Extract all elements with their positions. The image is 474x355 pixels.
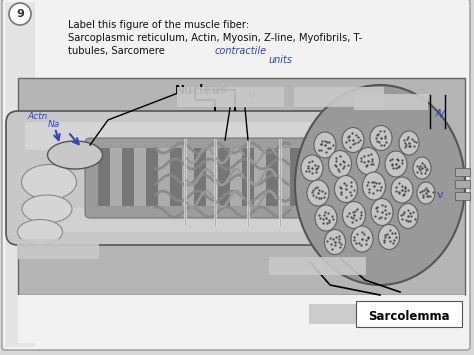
FancyBboxPatch shape: [18, 295, 465, 343]
Text: units: units: [268, 55, 292, 65]
Bar: [230, 148, 242, 206]
Bar: [146, 148, 158, 206]
Ellipse shape: [18, 219, 63, 245]
Bar: [194, 148, 206, 206]
Bar: [170, 148, 182, 206]
FancyBboxPatch shape: [294, 87, 384, 107]
Bar: [455, 180, 470, 188]
FancyBboxPatch shape: [85, 138, 345, 218]
Bar: [278, 148, 290, 206]
Ellipse shape: [399, 131, 419, 155]
Ellipse shape: [47, 141, 102, 169]
Ellipse shape: [385, 151, 407, 177]
Bar: [455, 192, 470, 200]
Bar: [218, 148, 230, 206]
Text: v: v: [249, 90, 255, 100]
Ellipse shape: [363, 172, 385, 200]
FancyBboxPatch shape: [25, 208, 381, 232]
Ellipse shape: [371, 198, 393, 225]
Text: tubules, Sarcomere: tubules, Sarcomere: [68, 46, 165, 56]
Text: contractile: contractile: [215, 46, 267, 56]
Bar: [110, 148, 122, 206]
Text: Na: Na: [48, 120, 60, 129]
FancyBboxPatch shape: [5, 2, 35, 347]
Ellipse shape: [356, 147, 380, 175]
Bar: [122, 148, 134, 206]
Ellipse shape: [295, 85, 465, 285]
Ellipse shape: [413, 157, 431, 179]
Bar: [254, 148, 266, 206]
Text: N: N: [435, 108, 446, 120]
Ellipse shape: [22, 195, 72, 223]
Bar: [98, 148, 110, 206]
FancyBboxPatch shape: [6, 111, 395, 245]
Ellipse shape: [370, 126, 392, 151]
FancyBboxPatch shape: [18, 78, 465, 295]
Bar: [455, 168, 470, 176]
Bar: [206, 148, 218, 206]
Ellipse shape: [307, 180, 329, 206]
FancyBboxPatch shape: [25, 122, 381, 150]
Text: v: v: [437, 190, 443, 200]
FancyBboxPatch shape: [356, 301, 462, 327]
Ellipse shape: [343, 202, 365, 229]
Ellipse shape: [328, 151, 352, 178]
Ellipse shape: [21, 164, 76, 200]
Ellipse shape: [301, 155, 323, 181]
Ellipse shape: [315, 205, 337, 231]
Circle shape: [9, 3, 31, 25]
Bar: [266, 148, 278, 206]
Ellipse shape: [314, 132, 336, 158]
FancyBboxPatch shape: [177, 87, 284, 107]
Bar: [302, 148, 314, 206]
Ellipse shape: [379, 224, 400, 250]
Bar: [242, 148, 254, 206]
Bar: [134, 148, 146, 206]
FancyBboxPatch shape: [2, 0, 470, 350]
Ellipse shape: [325, 229, 346, 255]
FancyBboxPatch shape: [354, 94, 428, 110]
Ellipse shape: [398, 203, 418, 229]
FancyBboxPatch shape: [309, 304, 421, 324]
Text: Label this figure of the muscle fiber:: Label this figure of the muscle fiber:: [68, 20, 249, 30]
Text: 9: 9: [16, 9, 24, 19]
Ellipse shape: [351, 226, 373, 252]
Ellipse shape: [417, 182, 435, 204]
Ellipse shape: [391, 177, 413, 203]
Bar: [158, 148, 170, 206]
FancyBboxPatch shape: [269, 257, 366, 275]
Text: Actn: Actn: [28, 112, 48, 121]
Ellipse shape: [335, 175, 357, 202]
Bar: [182, 148, 194, 206]
Text: Sarcoplasmic reticulum, Actin, Myosin, Z-line, Myofibrils, T-: Sarcoplasmic reticulum, Actin, Myosin, Z…: [68, 33, 362, 43]
Bar: [290, 148, 302, 206]
FancyBboxPatch shape: [17, 239, 99, 259]
Ellipse shape: [342, 127, 364, 153]
Text: Nucleus: Nucleus: [175, 84, 228, 97]
Text: Sarcolemma: Sarcolemma: [368, 310, 450, 322]
